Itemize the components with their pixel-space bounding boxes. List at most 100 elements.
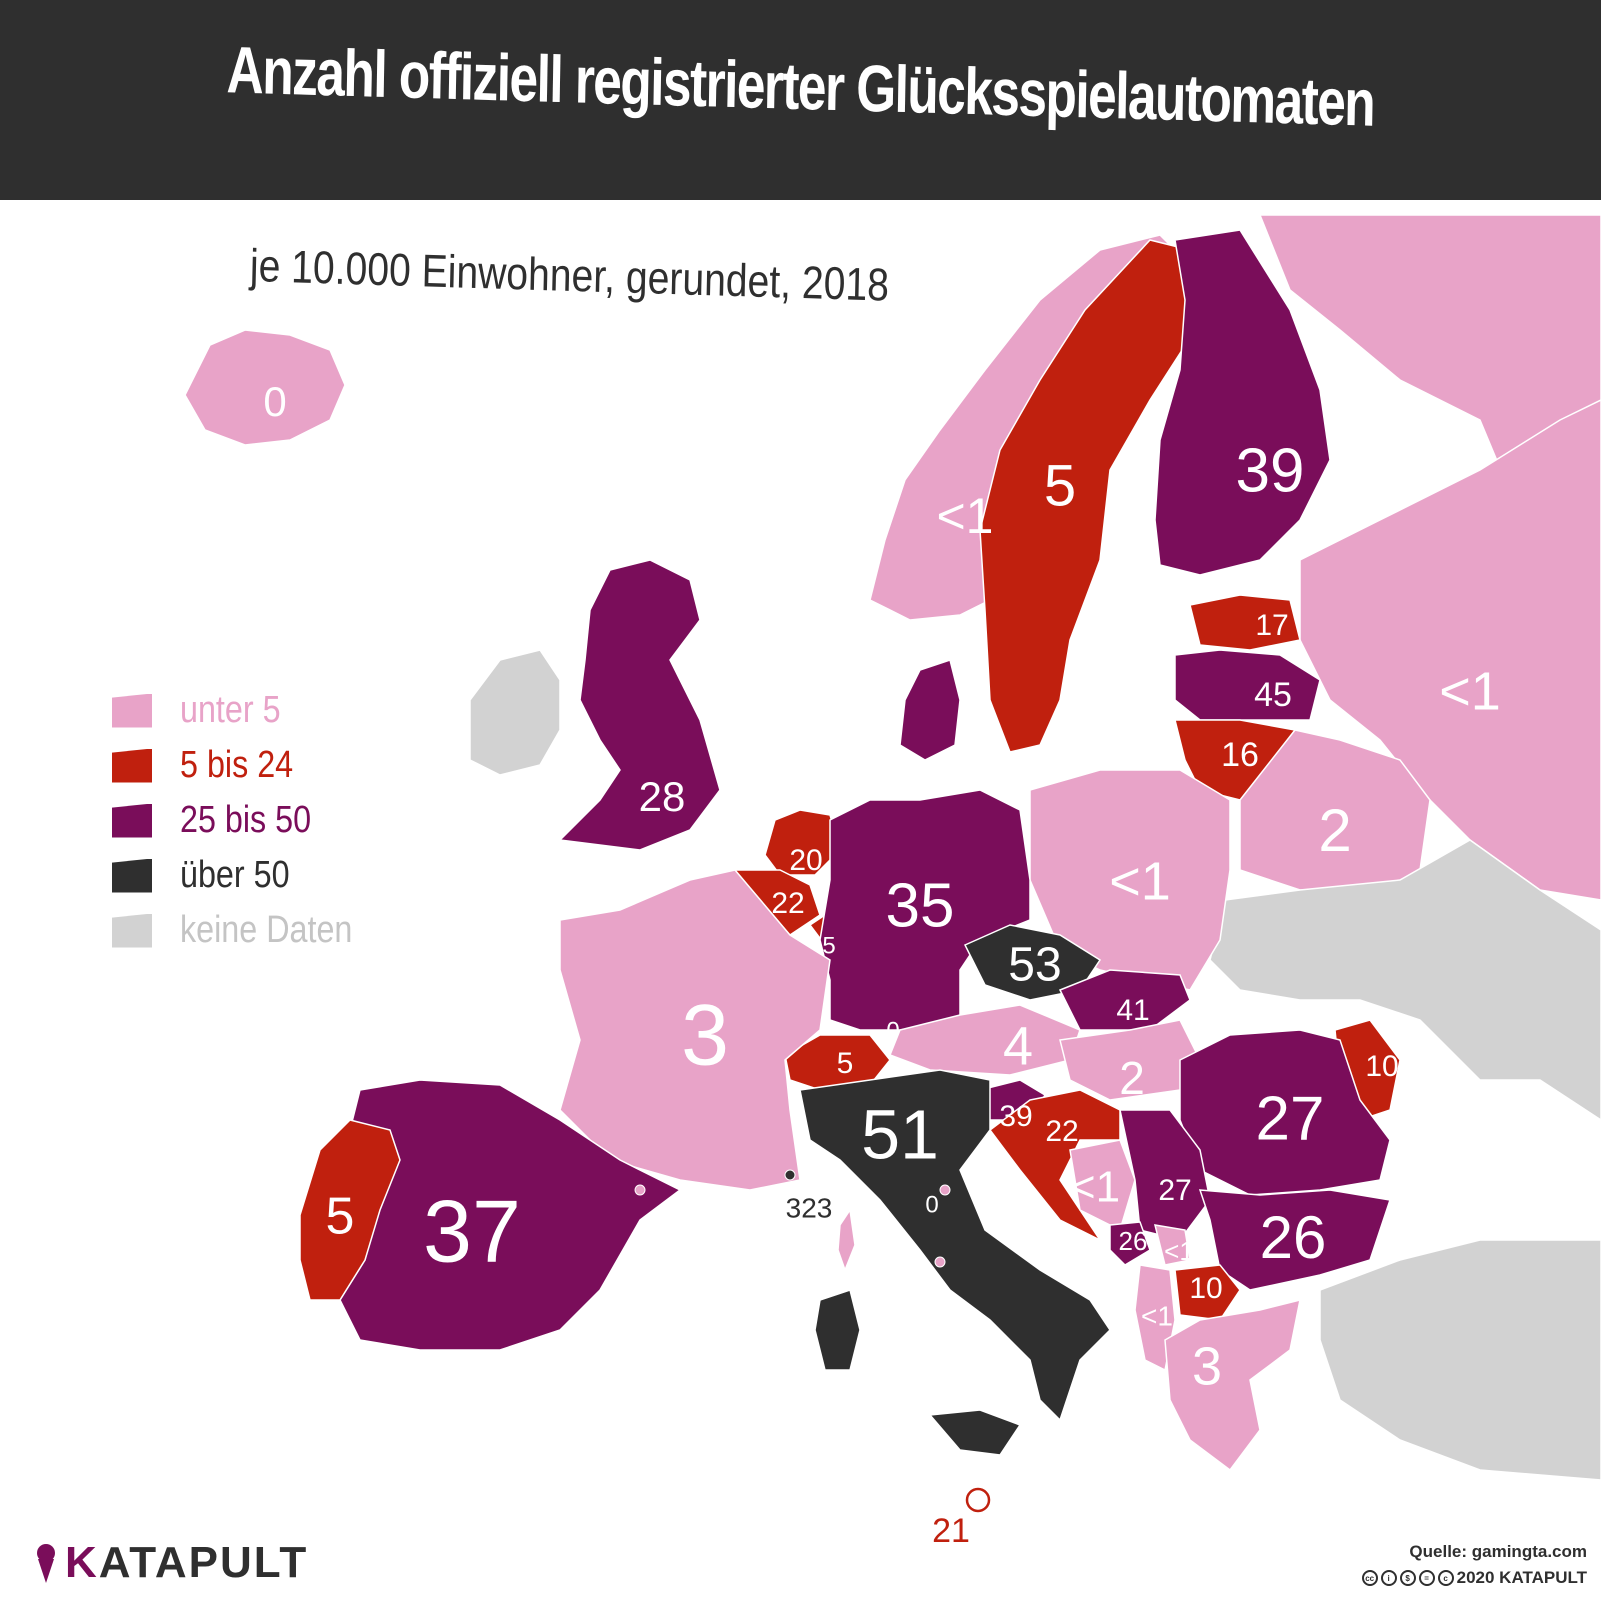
value-label-finland: 39 — [1236, 436, 1305, 505]
value-label-estonia: 17 — [1255, 609, 1288, 642]
logo-letter-k: K — [65, 1538, 99, 1587]
cc-icon: cc — [1361, 1570, 1378, 1586]
copyright-line: cc i $ = c 2020 KATAPULT — [1361, 1568, 1587, 1588]
cc-by-icon: i — [1380, 1570, 1397, 1586]
value-label-liechtenstein: 0 — [886, 1017, 899, 1044]
legend-label: über 50 — [180, 854, 290, 896]
corsica-land — [837, 1207, 856, 1273]
value-label-netherlands: 20 — [789, 844, 822, 877]
cc-nd-icon: = — [1418, 1570, 1435, 1586]
value-label-russia: <1 — [1439, 661, 1501, 721]
legend-label: unter 5 — [180, 689, 281, 731]
value-label-belarus: 2 — [1318, 797, 1351, 864]
croatia-land — [988, 1089, 1121, 1242]
value-label-austria: 4 — [1003, 1016, 1033, 1076]
value-label-czechia: 53 — [1008, 939, 1061, 992]
legend-swatch — [112, 858, 152, 893]
value-label-montenegro: 26 — [1119, 1226, 1148, 1256]
value-label-italy: 51 — [861, 1095, 939, 1173]
bulgaria-land — [1198, 1189, 1391, 1291]
belarus-land — [1239, 729, 1431, 891]
value-label-san-marino: 0 — [925, 1191, 938, 1218]
value-label-iceland: 0 — [263, 378, 286, 425]
ice-cream-icon — [37, 1544, 55, 1583]
value-label-bulgaria: 26 — [1260, 1204, 1327, 1271]
cc-nc-icon: $ — [1399, 1570, 1416, 1586]
value-label-north-macedonia: 10 — [1189, 1272, 1222, 1305]
page-title: Anzahl offiziell registrierter Glücksspi… — [226, 32, 1375, 140]
bosnia-land — [1069, 1139, 1136, 1232]
sweden-land — [979, 239, 1196, 753]
kosovo-land — [1153, 1224, 1191, 1266]
legend-item-keine-daten: keine Daten — [112, 903, 383, 958]
france-land — [559, 869, 831, 1191]
value-label-bosnia: <1 — [1070, 1163, 1120, 1212]
sicily-land — [928, 1409, 1022, 1456]
title-bar: Anzahl offiziell registrierter Glücksspi… — [0, 0, 1601, 200]
value-label-greece: 3 — [1192, 1336, 1222, 1396]
value-label-spain: 37 — [423, 1181, 521, 1280]
value-label-poland: <1 — [1109, 851, 1171, 911]
denmark-land — [899, 659, 961, 761]
legend-label: keine Daten — [180, 909, 353, 951]
malta-circle — [965, 1487, 991, 1513]
copyright-icon: c — [1437, 1570, 1454, 1586]
value-label-monaco: 323 — [786, 1192, 833, 1223]
greece-land — [1164, 1298, 1301, 1472]
legend-swatch — [112, 803, 152, 838]
north-macedonia-land — [1174, 1264, 1241, 1321]
value-label-lithuania: 16 — [1221, 736, 1259, 774]
value-label-slovenia: 39 — [999, 1100, 1032, 1133]
legend: unter 5 5 bis 24 25 bis 50 über 50 keine… — [112, 683, 383, 958]
monaco-dot — [784, 1169, 796, 1181]
legend-item-unter-5: unter 5 — [112, 683, 383, 738]
czechia-land — [963, 924, 1102, 1001]
uk-land — [558, 559, 721, 851]
ireland-land — [469, 649, 561, 776]
turkey-land — [1319, 1239, 1601, 1481]
value-label-croatia: 22 — [1045, 1115, 1078, 1148]
value-label-norway: <1 — [936, 488, 993, 544]
value-label-uk: 28 — [639, 773, 686, 820]
finland-land — [1154, 229, 1331, 576]
serbia-land — [1119, 1109, 1211, 1241]
legend-swatch — [112, 693, 152, 728]
value-label-switzerland: 5 — [837, 1047, 854, 1080]
legend-item-ueber-50: über 50 — [112, 848, 383, 903]
logo-wordmark: KATAPULT — [65, 1538, 309, 1587]
ukraine-land — [1209, 839, 1601, 1121]
source-credit: Quelle: gamingta.com — [1409, 1542, 1587, 1561]
estonia-land — [1189, 594, 1301, 651]
copyright-text: 2020 KATAPULT — [1456, 1568, 1587, 1587]
san-marino-dot — [939, 1184, 951, 1196]
value-label-sweden: 5 — [1044, 453, 1076, 518]
legend-swatch — [112, 913, 152, 948]
value-label-albania: <1 — [1141, 1300, 1173, 1331]
legend-label: 25 bis 50 — [180, 799, 312, 841]
value-label-moldova: 10 — [1365, 1050, 1398, 1083]
italy-land — [799, 1069, 1111, 1422]
montenegro-land — [1109, 1221, 1151, 1266]
value-label-france: 3 — [681, 988, 729, 1084]
value-label-slovakia: 41 — [1116, 994, 1149, 1027]
legend-swatch — [112, 748, 152, 783]
value-label-portugal: 5 — [326, 1188, 355, 1246]
value-label-luxembourg: 5 — [822, 932, 835, 959]
poland-land — [1029, 769, 1231, 991]
latvia-land — [1174, 649, 1321, 721]
sardinia-land — [814, 1289, 861, 1371]
france-dot — [634, 1184, 646, 1196]
value-label-malta: 21 — [932, 1512, 970, 1550]
value-label-belgium: 22 — [771, 887, 804, 920]
legend-label: 5 bis 24 — [180, 744, 294, 786]
value-label-germany: 35 — [886, 871, 955, 940]
legend-item-5-bis-24: 5 bis 24 — [112, 738, 383, 793]
legend-item-25-bis-50: 25 bis 50 — [112, 793, 383, 848]
portugal-land — [299, 1119, 401, 1301]
value-label-hungary: 2 — [1119, 1052, 1145, 1104]
value-label-latvia: 45 — [1254, 676, 1292, 714]
katapult-logo: KATAPULT — [35, 1538, 308, 1588]
iceland-land — [184, 329, 346, 446]
value-label-kosovo: <1 — [1164, 1236, 1194, 1266]
